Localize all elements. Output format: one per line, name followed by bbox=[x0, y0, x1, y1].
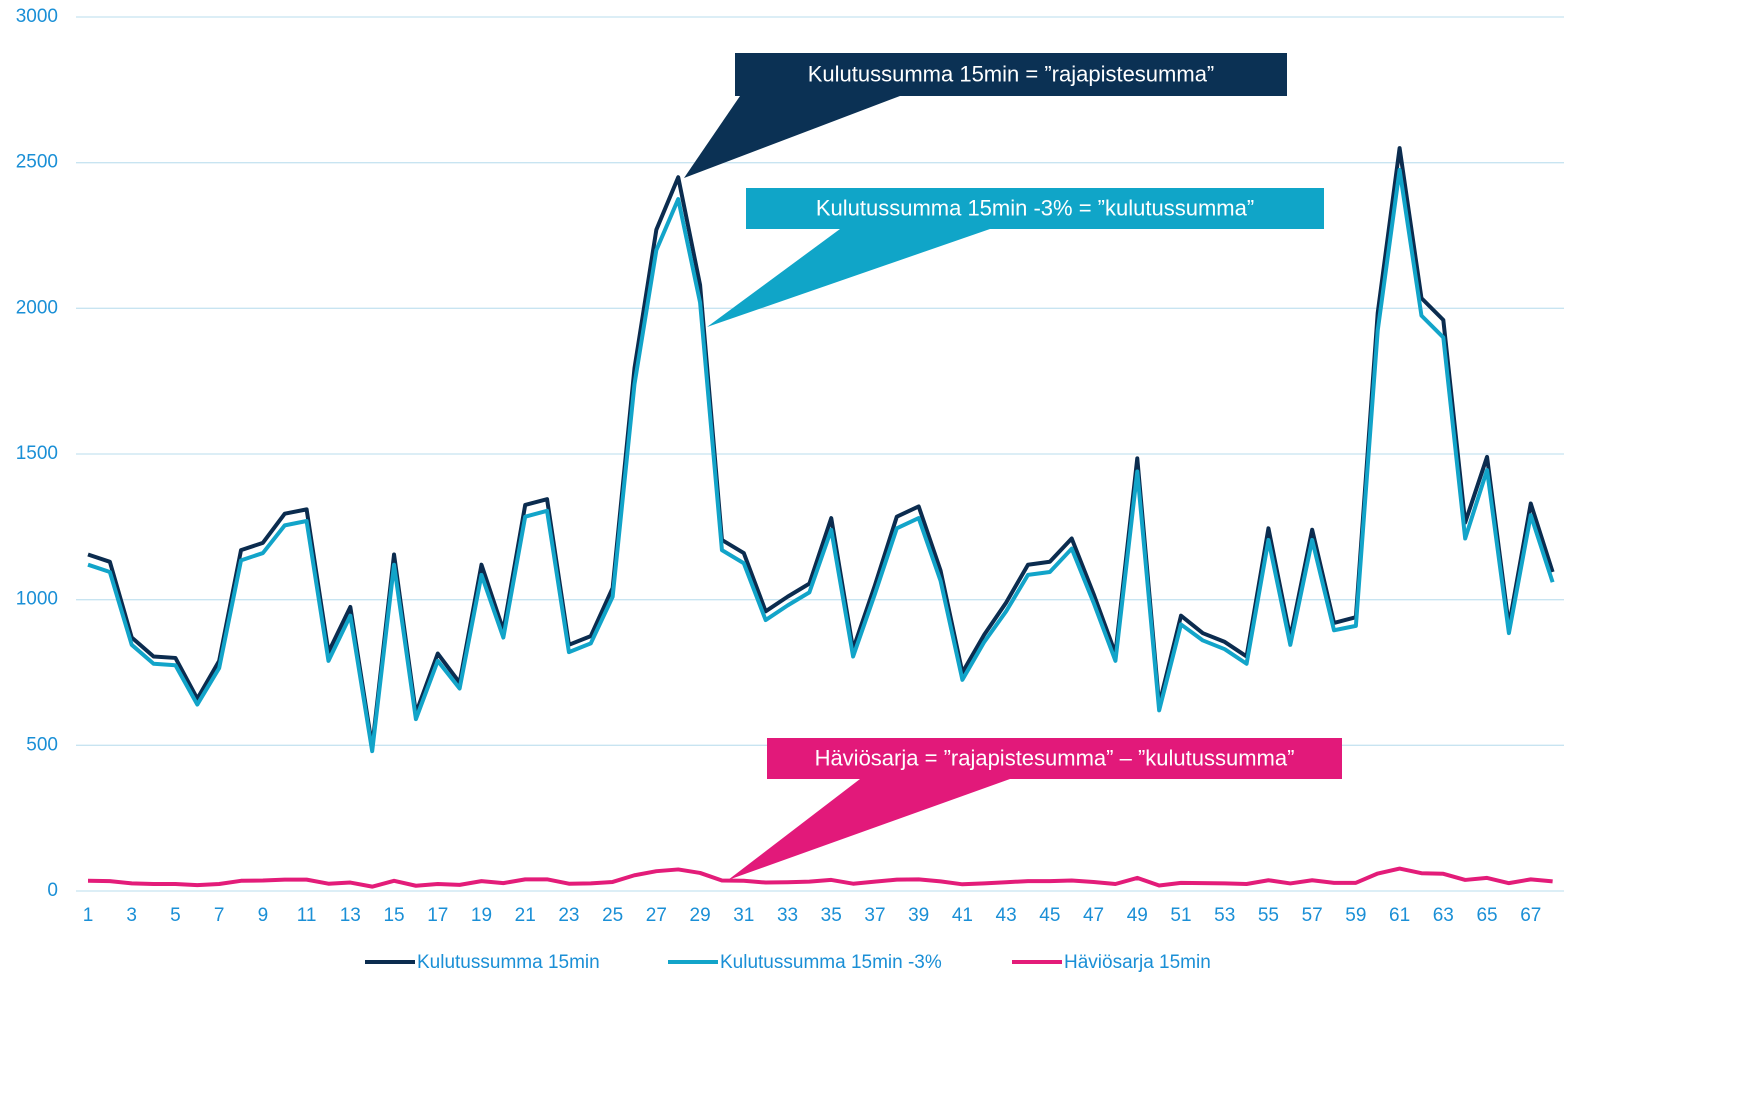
legend-label: Kulutussumma 15min -3% bbox=[720, 952, 942, 973]
x-tick-label: 39 bbox=[908, 905, 929, 926]
x-tick-label: 33 bbox=[777, 905, 798, 926]
x-tick-label: 19 bbox=[471, 905, 492, 926]
x-tick-label: 25 bbox=[602, 905, 623, 926]
y-tick-label: 2000 bbox=[16, 297, 58, 318]
y-tick-label: 3000 bbox=[16, 6, 58, 27]
y-tick-label: 1000 bbox=[16, 589, 58, 610]
annotation-text: Kulutussumma 15min = ”rajapistesumma” bbox=[808, 61, 1215, 86]
x-tick-label: 57 bbox=[1302, 905, 1323, 926]
x-tick-label: 23 bbox=[558, 905, 579, 926]
x-tick-label: 7 bbox=[214, 905, 225, 926]
x-tick-label: 1 bbox=[83, 905, 94, 926]
annotation-box bbox=[767, 738, 1342, 779]
x-tick-label: 59 bbox=[1345, 905, 1366, 926]
annotation-box bbox=[735, 53, 1287, 96]
y-tick-label: 0 bbox=[47, 880, 58, 901]
x-tick-label: 29 bbox=[690, 905, 711, 926]
x-tick-label: 15 bbox=[383, 905, 404, 926]
callout-pointer bbox=[684, 96, 900, 178]
x-tick-label: 21 bbox=[515, 905, 536, 926]
annotation-text: Häviösarja = ”rajapistesumma” – ”kulutus… bbox=[815, 745, 1295, 770]
x-tick-label: 3 bbox=[126, 905, 137, 926]
annotation-box bbox=[746, 188, 1324, 229]
x-tick-label: 27 bbox=[646, 905, 667, 926]
x-tick-label: 45 bbox=[1039, 905, 1060, 926]
series-line bbox=[87, 167, 1555, 754]
legend-label: Häviösarja 15min bbox=[1064, 952, 1211, 973]
y-tick-label: 1500 bbox=[16, 443, 58, 464]
x-tick-label: 31 bbox=[733, 905, 754, 926]
callout-pointer bbox=[728, 779, 1010, 880]
x-tick-label: 5 bbox=[170, 905, 181, 926]
x-tick-label: 35 bbox=[821, 905, 842, 926]
x-tick-label: 63 bbox=[1433, 905, 1454, 926]
x-tick-label: 55 bbox=[1258, 905, 1279, 926]
x-tick-label: 37 bbox=[864, 905, 885, 926]
x-tick-label: 53 bbox=[1214, 905, 1235, 926]
x-tick-label: 9 bbox=[258, 905, 269, 926]
x-tick-label: 17 bbox=[427, 905, 448, 926]
series-line bbox=[87, 866, 1553, 889]
x-tick-label: 61 bbox=[1389, 905, 1410, 926]
x-tick-label: 67 bbox=[1520, 905, 1541, 926]
x-tick-label: 43 bbox=[996, 905, 1017, 926]
x-tick-label: 11 bbox=[297, 905, 317, 926]
x-tick-label: 47 bbox=[1083, 905, 1104, 926]
y-tick-label: 500 bbox=[26, 734, 58, 755]
y-tick-label: 2500 bbox=[16, 152, 58, 173]
x-tick-label: 51 bbox=[1170, 905, 1191, 926]
legend-label: Kulutussumma 15min bbox=[417, 952, 600, 973]
x-tick-label: 49 bbox=[1127, 905, 1148, 926]
x-tick-label: 41 bbox=[952, 905, 973, 926]
callout-pointer bbox=[707, 229, 990, 327]
series-line bbox=[87, 146, 1555, 749]
annotation-text: Kulutussumma 15min -3% = ”kulutussumma” bbox=[816, 195, 1254, 220]
x-tick-label: 13 bbox=[340, 905, 361, 926]
x-tick-label: 65 bbox=[1476, 905, 1497, 926]
